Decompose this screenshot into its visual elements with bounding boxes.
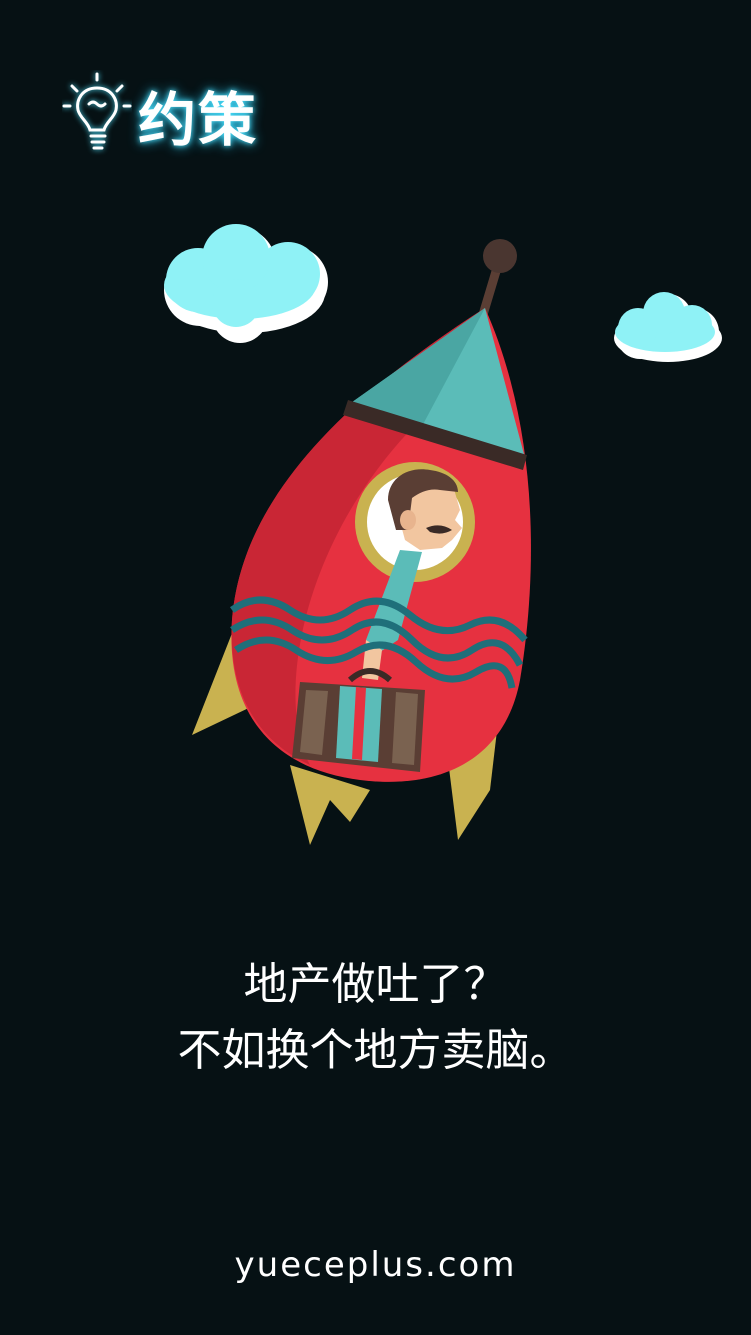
- brand-logo: 约策: [62, 70, 258, 160]
- tagline: 地产做吐了？ 不如换个地方卖脑。: [0, 952, 751, 1084]
- tagline-line-1: 地产做吐了？: [243, 959, 508, 1010]
- website-url: yueceplus.com: [234, 1245, 517, 1285]
- brand-name: 约策: [138, 86, 259, 154]
- rocket-illustration: [164, 224, 722, 845]
- cloud-right: [614, 292, 722, 362]
- tagline-line-2: 不如换个地方卖脑。: [177, 1025, 574, 1076]
- cloud-left: [164, 224, 328, 343]
- lightbulb-icon: [62, 72, 132, 150]
- rocket-waves: [229, 596, 528, 689]
- suitcase: [292, 668, 425, 772]
